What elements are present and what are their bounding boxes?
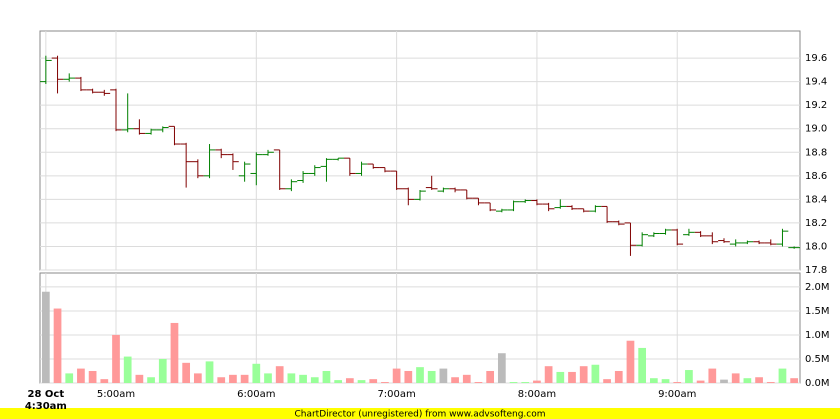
volume-bar (603, 379, 611, 383)
volume-bar (579, 366, 588, 383)
volume-bar (462, 374, 471, 383)
y-tick-label: 18.0 (805, 241, 827, 252)
volume-panel (39, 272, 801, 384)
footer-bar (0, 408, 840, 419)
volume-bar (790, 378, 799, 383)
volume-bar (334, 380, 343, 383)
volume-bar (731, 373, 740, 383)
y-tick-label: 18.2 (805, 218, 827, 229)
volume-bar (77, 368, 85, 383)
volume-bar (147, 377, 155, 383)
volume-bar (708, 368, 717, 383)
x-tick-label: 4:30am (25, 401, 67, 412)
x-tick-label: 6:00am (237, 389, 275, 400)
volume-bar (193, 373, 202, 383)
volume-bar (638, 347, 647, 383)
price-panel (39, 30, 801, 271)
grid (40, 31, 800, 384)
y-tick-label: 19.6 (805, 53, 827, 64)
y-tick-label: 18.8 (805, 147, 827, 158)
volume-bar (264, 373, 272, 383)
volume-bar (299, 374, 307, 383)
volume-bar (112, 334, 120, 383)
x-tick-label: 5:00am (97, 389, 135, 400)
volume-bar (720, 379, 728, 383)
volume-bar (252, 363, 261, 383)
volume-bar (556, 371, 565, 383)
volume-bar (217, 377, 226, 383)
volume-bar (182, 362, 191, 383)
volume-bar (486, 370, 495, 383)
x-date-label: 28 Oct (28, 389, 65, 400)
volume-bar (369, 379, 378, 383)
y-tick-label: 18.6 (805, 171, 827, 182)
volume-bar (685, 370, 693, 383)
volume-bar (778, 368, 787, 383)
volume-bar (240, 374, 249, 383)
volume-bar (614, 370, 623, 383)
marks (40, 55, 800, 383)
volume-bar (673, 382, 682, 383)
volume-bar (521, 382, 530, 383)
volume-bar (497, 353, 506, 383)
volume-bar (392, 368, 401, 383)
y-tick-label: 18.4 (805, 194, 827, 205)
x-tick-label: 8:00am (518, 389, 556, 400)
volume-bar (533, 380, 541, 383)
y-tick-label: 19.4 (805, 77, 827, 88)
x-tick-label: 7:00am (377, 389, 415, 400)
volume-bar (591, 364, 600, 383)
volume-bar (287, 373, 296, 383)
x-tick-label: 9:00am (658, 389, 696, 400)
volume-bar (65, 373, 74, 383)
volume-bar (661, 379, 670, 383)
volume-bar (649, 378, 658, 383)
y-tick-label: 19.2 (805, 100, 827, 111)
volume-bar (404, 370, 413, 383)
y2-tick-label: 0.0M (805, 378, 830, 389)
volume-bar (357, 380, 366, 383)
volume-bar (766, 382, 775, 383)
volume-bar (696, 380, 705, 383)
volume-bar (100, 379, 109, 383)
volume-bar (275, 366, 284, 383)
volume-bar (439, 368, 448, 383)
volume-bar (381, 382, 389, 383)
volume-bar (135, 374, 144, 383)
y2-tick-label: 2.0M (805, 282, 830, 293)
volume-bar (544, 366, 553, 383)
y2-tick-label: 0.5M (805, 354, 830, 365)
volume-bar (53, 308, 62, 383)
volume-bar (123, 356, 132, 383)
y2-tick-label: 1.5M (805, 306, 830, 317)
volume-bar (416, 367, 424, 383)
volume-bar (322, 370, 331, 383)
volume-bar (626, 340, 635, 383)
volume-bar (755, 377, 763, 383)
volume-bar (743, 378, 752, 383)
volume-bar (205, 361, 214, 383)
volume-bar (509, 382, 518, 383)
volume-bar (568, 371, 576, 383)
volume-bar (41, 291, 50, 383)
volume-bar (451, 377, 459, 383)
volume-bar (427, 370, 436, 383)
volume-bar (170, 322, 179, 383)
volume-bar (229, 374, 237, 383)
volume-bar (310, 377, 319, 383)
volume-bar (474, 382, 483, 383)
footer: ChartDirector (unregistered) from www.ad… (294, 410, 545, 419)
y-tick-label: 19.0 (805, 124, 827, 135)
y2-tick-label: 1.0M (805, 330, 830, 341)
volume-bar (158, 358, 167, 383)
y-tick-label: 17.8 (805, 265, 827, 276)
volume-bar (88, 370, 97, 383)
volume-bar (345, 378, 354, 383)
